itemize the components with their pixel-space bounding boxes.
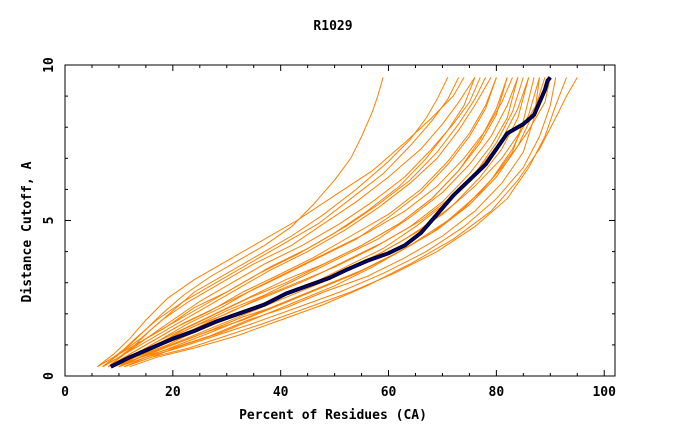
model-line — [129, 77, 578, 368]
model-line — [107, 77, 487, 368]
y-axis-label: Distance Cutoff, A — [20, 161, 35, 302]
model-line — [118, 77, 557, 368]
model-line — [113, 77, 513, 368]
model-line — [124, 77, 551, 368]
y-tick-label: 5 — [42, 217, 57, 225]
x-tick-label: 80 — [489, 385, 505, 400]
y-tick-label: 0 — [42, 372, 57, 380]
x-tick-label: 40 — [273, 385, 289, 400]
model-line — [113, 77, 535, 368]
model-line — [113, 77, 519, 368]
model-line — [97, 77, 465, 368]
x-tick-label: 0 — [61, 385, 69, 400]
chart-title: R1029 — [313, 19, 352, 34]
model-line — [118, 77, 530, 368]
axis-ticks: 0 20 40 60 80 100 0 5 10 — [42, 57, 616, 400]
x-axis-label: Percent of Residues (CA) — [239, 408, 427, 423]
model-line — [102, 77, 449, 368]
y-tick-label: 10 — [42, 57, 57, 73]
model-line — [107, 77, 497, 368]
model-line — [124, 77, 567, 368]
model-line — [102, 77, 476, 368]
x-tick-label: 100 — [592, 385, 616, 400]
model-line — [102, 77, 460, 368]
highlight-line — [110, 76, 552, 368]
plot-area: 0 20 40 60 80 100 0 5 10 — [42, 57, 616, 400]
model-line — [124, 77, 546, 368]
model-line — [107, 77, 492, 368]
series-layer — [97, 77, 578, 368]
model-line — [113, 77, 524, 368]
model-line — [107, 77, 497, 368]
model-line — [118, 77, 540, 368]
highlight-line-edge — [109, 76, 552, 369]
x-tick-label: 60 — [381, 385, 397, 400]
model-line — [113, 77, 519, 368]
x-tick-label: 20 — [165, 385, 181, 400]
highlight-layer — [109, 76, 552, 369]
